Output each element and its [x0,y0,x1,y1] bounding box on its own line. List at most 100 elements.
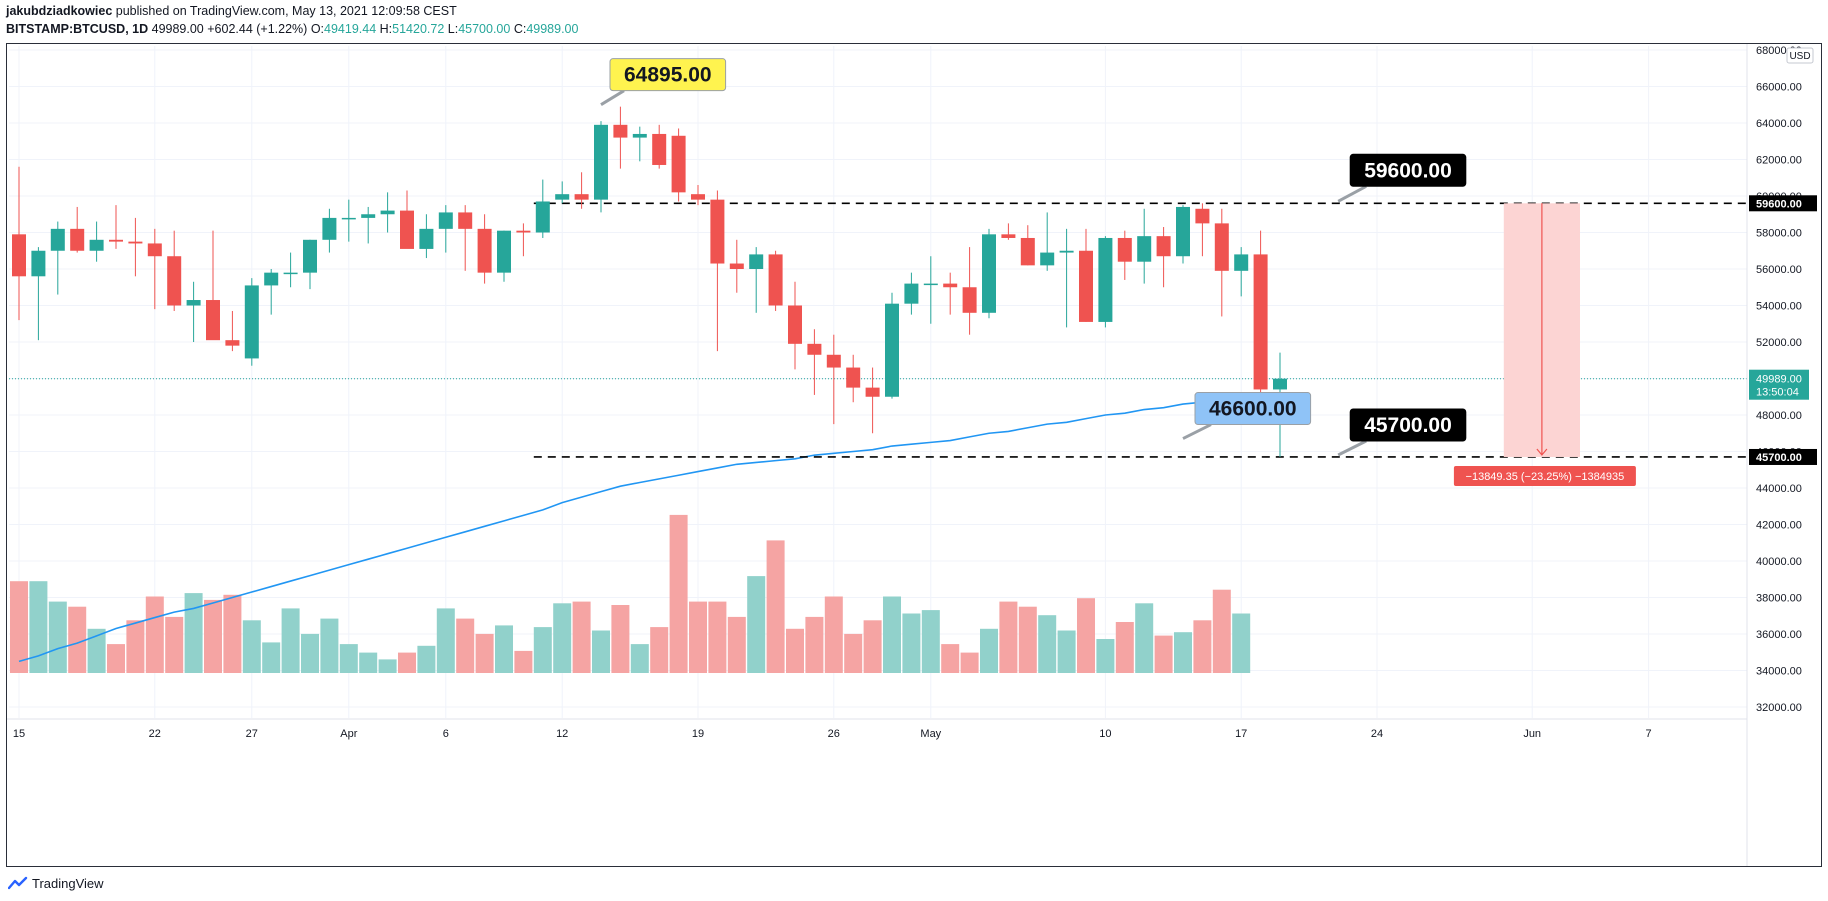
change-text: +602.44 (+1.22%) [207,22,308,36]
volume-bar [824,596,843,673]
x-tick-label: 17 [1235,728,1247,740]
volume-bar [960,652,979,673]
y-tick-label: 62000.00 [1756,155,1802,167]
candle-body [885,303,899,397]
volume-bar [1135,603,1154,673]
candle-body [1117,237,1132,262]
candle-body [516,230,531,233]
candle-body [128,241,143,244]
volume-bar [10,581,28,673]
author-name[interactable]: jakubdziadkowiec [6,4,113,18]
high-label: H: [379,22,393,36]
candle-body [322,217,337,240]
y-tick-label: 32000.00 [1756,702,1802,714]
volume-bar [87,628,106,673]
candle-body [555,194,570,200]
candle-body [12,234,26,277]
volume-bar [495,625,513,673]
price-range-label-bg [1453,465,1636,486]
volume-bar [1077,598,1095,673]
y-tick-label: 58000.00 [1756,228,1802,240]
volume-bar [630,644,649,673]
x-tick-label: 26 [828,728,840,740]
candle-body [1273,378,1287,390]
volume-bar [669,514,688,673]
candle-body [1234,254,1249,271]
volume-bar [863,620,882,673]
y-tick-label: 54000.00 [1756,301,1802,313]
callout-text: 46600.00 [1209,398,1297,421]
price-range-arrow-head [1536,448,1548,456]
axis-price-label: 45700.00 [1756,452,1802,464]
volume-bar [689,601,707,673]
symbol-info: BITSTAMP:BTCUSD, 1D 49989.00 +602.44 (+1… [6,22,578,36]
publish-text: published on TradingView.com, May 13, 20… [115,4,457,18]
candle-body [632,133,647,138]
currency-badge-bg [1786,47,1814,64]
candle-body [1001,234,1016,238]
callout-box [609,58,727,92]
candle-body [225,340,240,346]
x-tick-label: Apr [340,728,357,740]
volume-bar [68,606,87,673]
candle-body [1176,206,1190,257]
chart-canvas[interactable]: −13849.35 (−23.25%) −1384935 64895.00 5960… [7,44,1821,866]
volume-bar [1038,615,1057,673]
y-tick-label: 42000.00 [1756,520,1802,532]
volume-bar [999,601,1018,673]
callout-text: 64895.00 [624,64,712,87]
volume-bar [1154,635,1173,673]
price-range-label: −13849.35 (−23.25%) −1384935 [1466,471,1625,483]
volume-bar [262,642,281,673]
volume-bar [747,576,766,673]
volume-bar [592,630,610,673]
candle-body [50,228,65,251]
axis-price-label-bg [1749,195,1817,212]
candle-body [788,305,802,344]
y-tick-label: 38000.00 [1756,593,1802,605]
candle-body [749,254,764,269]
footer-brand[interactable]: TradingView [32,875,104,891]
volume-bar [708,601,727,673]
axis-price-label: 59600.00 [1756,198,1802,210]
y-tick-label: 44000.00 [1756,483,1802,495]
candle-body [147,243,162,257]
volume-bar [48,601,67,673]
candle-body [691,194,705,200]
candle-body [904,283,919,304]
open-label: O: [310,22,325,36]
candle-body [31,250,46,277]
volume-bar [572,601,591,673]
volume-bar [1193,620,1212,673]
volume-bar [281,608,300,673]
x-tick-label: 10 [1099,728,1111,740]
chart-frame[interactable]: −13849.35 (−23.25%) −1384935 64895.00 5960… [6,43,1822,867]
volume-bar [165,616,184,673]
volume-bar [184,593,203,673]
countdown-label: 13:50:04 [1756,387,1799,399]
symbol-name[interactable]: BITSTAMP:BTCUSD, 1D [6,22,149,36]
low-value: 45700.00 [458,22,511,36]
x-tick-label: 24 [1371,728,1383,740]
volume-bar [107,644,125,673]
callout-pointer [1337,184,1367,203]
x-tick-label: 12 [556,728,568,740]
close-label: C: [513,22,527,36]
currency-badge: USD [1789,51,1810,62]
candle-body [70,228,85,251]
candle-body [943,283,958,288]
volume-bar [456,618,475,673]
candle-body [865,387,880,397]
candle-body [807,343,822,355]
x-tick-label: 15 [13,728,25,740]
candle-body [438,212,453,229]
y-tick-label: 52000.00 [1756,337,1802,349]
tradingview-logo-icon[interactable] [8,876,28,890]
last-price-label: 49989.00 [1756,374,1802,386]
volume-bar [320,618,339,673]
volume-bar [727,616,746,673]
x-tick-label: Jun [1523,728,1541,740]
candle-body [477,228,492,273]
volume-bar [204,599,222,673]
candle-body [109,239,123,242]
